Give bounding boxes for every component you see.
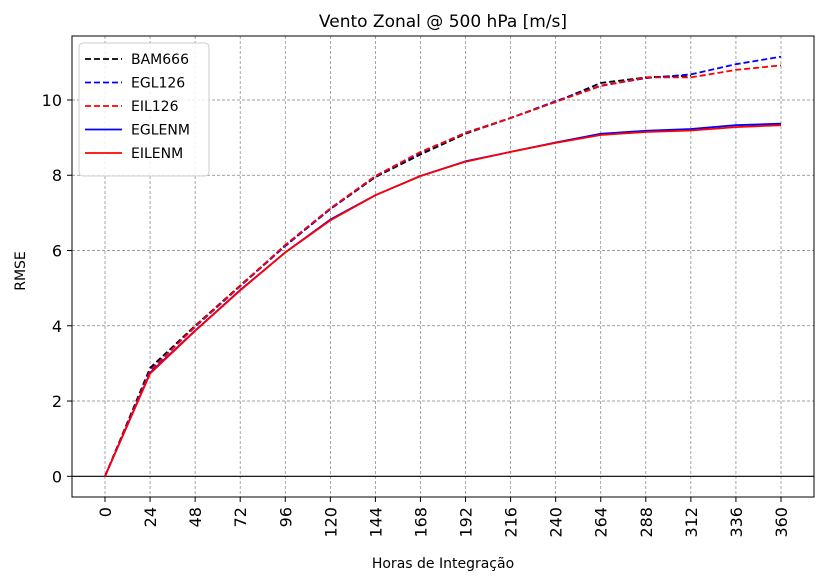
y-tick-label: 6 [52,242,62,261]
series-line-bam666 [104,74,691,477]
x-tick-label: 360 [772,507,791,538]
x-axis-label: Horas de Integração [372,556,514,572]
x-tick-label: 96 [276,507,295,527]
series-line-eilenm [104,124,782,477]
x-tick-label: 24 [141,507,160,527]
legend-label: EILENM [131,146,183,162]
y-tick-label: 8 [52,166,62,185]
y-axis-label: RMSE [13,251,29,291]
x-tick-label: 192 [457,507,476,538]
legend: BAM666 EGL126 EIL126 EGLENM EILENM [78,42,210,177]
y-axis-ticks: 0 2 4 6 8 10 [42,91,72,486]
legend-label: EGLENM [131,123,190,139]
grid [72,36,814,497]
x-tick-label: 288 [637,507,656,538]
chart-title: Vento Zonal @ 500 hPa [m/s] [319,12,567,32]
series-line-eglenm [104,122,782,477]
x-tick-label: 48 [186,507,205,527]
x-tick-label: 312 [682,507,701,538]
x-tick-label: 264 [592,507,611,538]
y-tick-label: 4 [52,317,62,336]
x-tick-label: 240 [547,507,566,538]
x-tick-label: 336 [727,507,746,538]
legend-box [78,42,210,177]
legend-label: EIL126 [131,99,179,115]
series-line-eil126 [104,64,782,477]
series-lines [104,55,782,477]
x-tick-label: 72 [231,507,250,527]
x-tick-label: 120 [321,507,340,538]
x-tick-label: 0 [96,507,115,517]
legend-label: EGL126 [131,76,185,92]
x-tick-label: 168 [411,507,430,538]
plot-frame [71,35,815,498]
x-tick-label: 144 [366,507,385,538]
y-tick-label: 10 [42,91,62,110]
y-tick-label: 2 [52,392,62,411]
legend-label: BAM666 [131,52,189,68]
x-axis-ticks: 0 24 48 72 96 120 144 168 192 216 240 264 288 312 336 3… [96,497,791,538]
y-tick-label: 0 [52,467,62,486]
x-tick-label: 216 [502,507,521,538]
